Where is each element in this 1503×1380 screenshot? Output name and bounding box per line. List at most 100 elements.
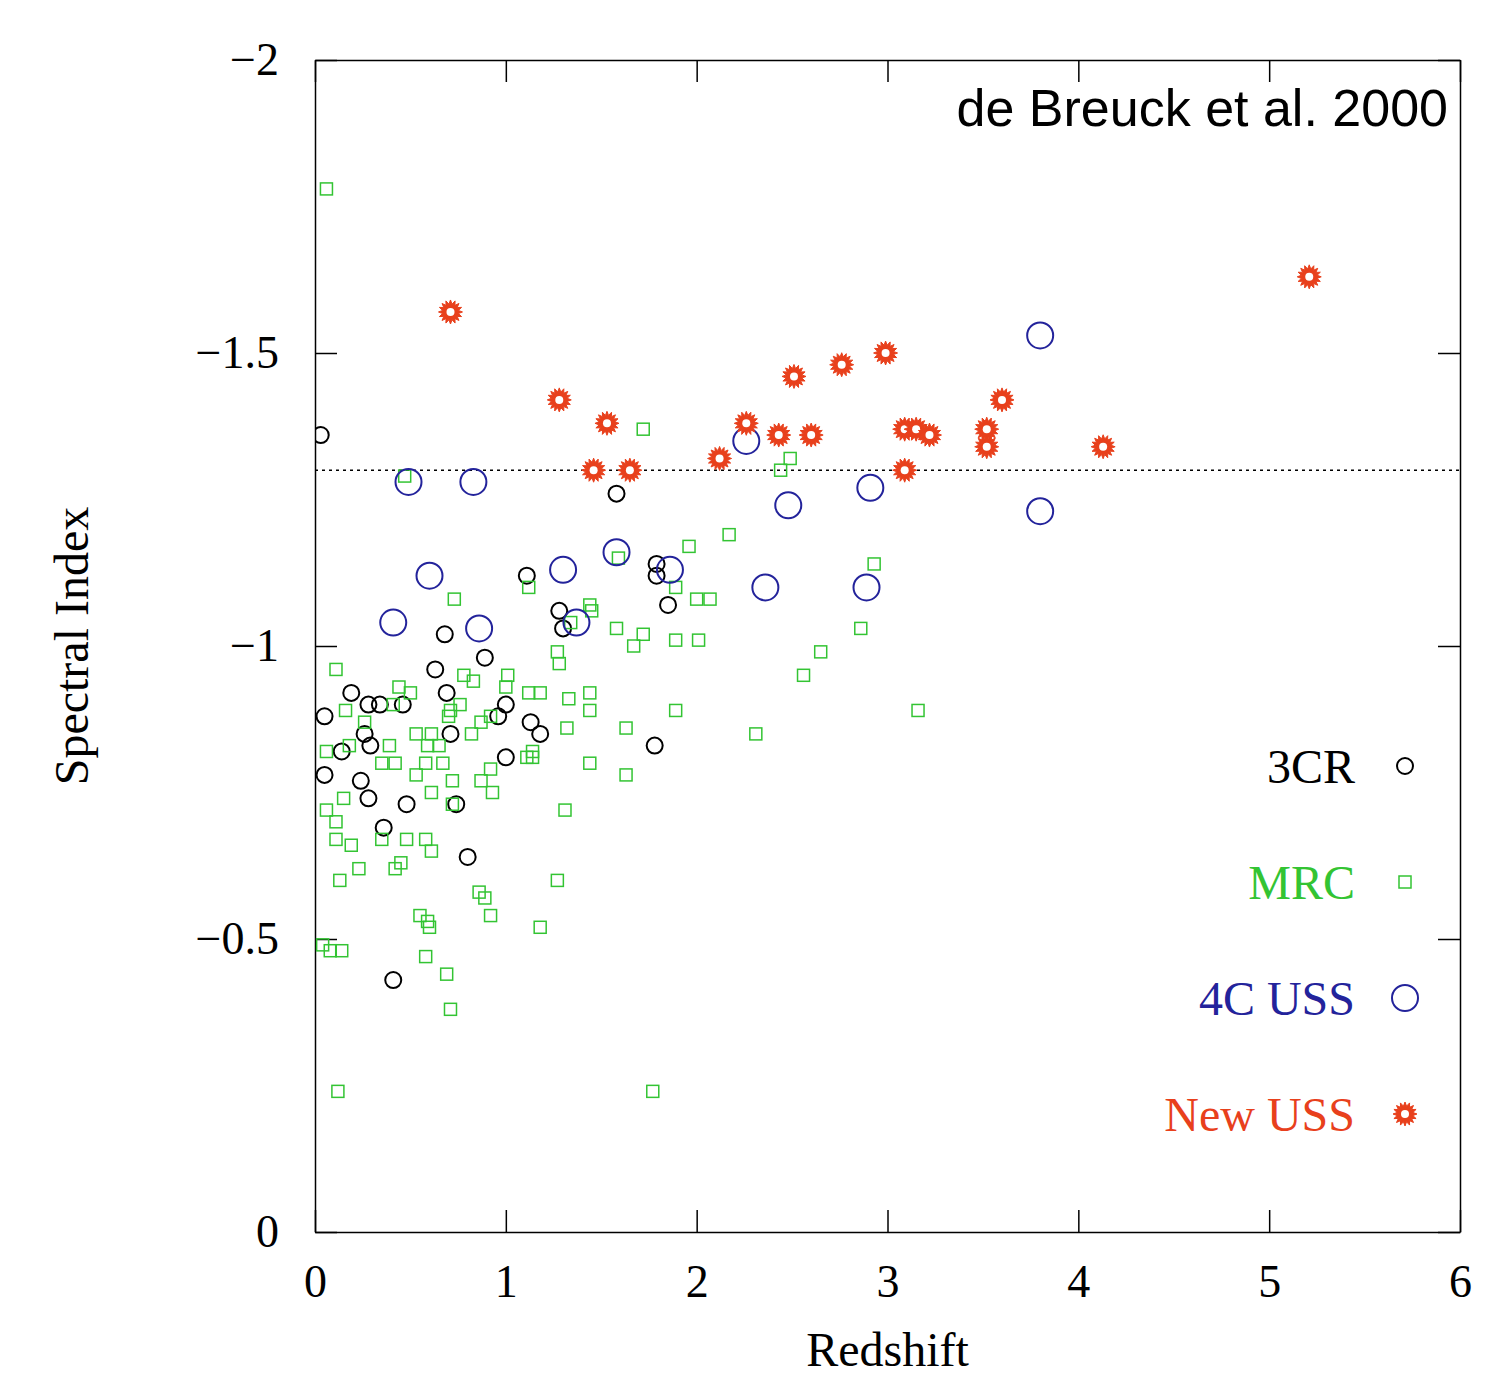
point: [708, 446, 732, 470]
point: [874, 341, 898, 365]
tick-label: 5: [1258, 1256, 1281, 1307]
point: [1091, 435, 1115, 459]
point: [359, 716, 371, 728]
tick: [888, 60, 889, 82]
point: [410, 769, 422, 781]
tick-mark: [1438, 60, 1460, 62]
point: [723, 529, 735, 541]
point: [380, 610, 406, 636]
marker-center: [1099, 443, 1107, 451]
point: [620, 722, 632, 734]
tick-label: −1: [230, 620, 279, 671]
point: [550, 557, 576, 583]
point: [345, 839, 357, 851]
point: [360, 790, 376, 806]
point: [446, 798, 458, 810]
point: [660, 597, 676, 613]
point: [422, 740, 434, 752]
chart: 01234560−0.5−1−1.5−2RedshiftSpectral Ind…: [0, 0, 1503, 1380]
tick: −1.5: [196, 327, 337, 378]
point: [611, 622, 623, 634]
point: [437, 626, 453, 642]
point: [798, 669, 810, 681]
legend-item: New USS: [1164, 1088, 1417, 1141]
point: [343, 685, 359, 701]
point: [317, 767, 333, 783]
tick-mark: [887, 1210, 889, 1232]
tick-mark: [315, 60, 337, 62]
point: [441, 968, 453, 980]
legend: 3CRMRC4C USSNew USS: [1164, 740, 1418, 1141]
point: [830, 353, 854, 377]
point: [338, 792, 350, 804]
marker-center: [626, 466, 634, 474]
point: [396, 469, 422, 495]
tick-label: 4: [1067, 1256, 1090, 1307]
point: [330, 816, 342, 828]
marker-center: [603, 419, 611, 427]
tick-mark: [315, 1232, 337, 1234]
point: [775, 464, 787, 476]
marker-center: [742, 419, 750, 427]
point: [498, 697, 514, 713]
marker-center: [838, 361, 846, 369]
point: [485, 910, 497, 922]
marker-center: [882, 349, 890, 357]
marker-center: [901, 466, 909, 474]
point: [360, 697, 376, 713]
series: [317, 183, 924, 1097]
point: [420, 757, 432, 769]
point: [475, 775, 487, 787]
point: [547, 388, 571, 412]
point: [425, 845, 437, 857]
point: [912, 704, 924, 716]
legend-label: New USS: [1164, 1088, 1355, 1141]
tick: [697, 60, 698, 82]
point: [584, 687, 596, 699]
point: [425, 787, 437, 799]
point: [420, 951, 432, 963]
tick-label: −1.5: [196, 327, 279, 378]
legend-marker: [1399, 876, 1411, 888]
point: [336, 945, 348, 957]
point: [815, 646, 827, 658]
x-axis: 0123456: [304, 1210, 1472, 1307]
tick-mark: [1438, 646, 1460, 648]
tick-mark: [506, 60, 508, 82]
point: [523, 687, 535, 699]
tick-mark: [315, 646, 337, 648]
marker-center: [446, 308, 454, 316]
point: [565, 617, 577, 629]
point: [334, 874, 346, 886]
point: [670, 704, 682, 716]
tick-mark: [315, 353, 337, 355]
marker-center: [790, 372, 798, 380]
tick: [1438, 353, 1460, 354]
point: [387, 699, 399, 711]
point: [893, 458, 917, 482]
tick: [1438, 646, 1460, 647]
point: [315, 427, 329, 443]
tick-label: 6: [1449, 1256, 1472, 1307]
point: [389, 757, 401, 769]
point: [1027, 498, 1053, 524]
point: [385, 972, 401, 988]
point: [395, 857, 407, 869]
legend-item: MRC: [1248, 856, 1411, 909]
point: [498, 749, 514, 765]
point: [425, 728, 437, 740]
point: [767, 423, 791, 447]
marker-center: [590, 466, 598, 474]
tick: −2: [230, 34, 337, 85]
tick-mark: [1078, 1210, 1080, 1232]
point: [467, 675, 479, 687]
marker-center: [807, 431, 815, 439]
point: [362, 738, 378, 754]
marker-center: [925, 431, 933, 439]
point: [559, 804, 571, 816]
point: [647, 738, 663, 754]
point: [460, 849, 476, 865]
legend-label: 3CR: [1267, 740, 1355, 793]
tick: 2: [686, 1210, 709, 1307]
point: [534, 687, 546, 699]
